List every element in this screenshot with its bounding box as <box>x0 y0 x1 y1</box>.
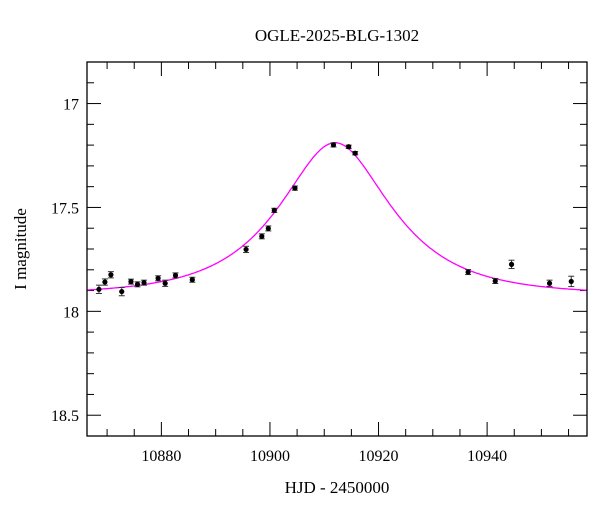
data-point <box>271 207 278 213</box>
data-point <box>508 259 515 270</box>
data-marker <box>162 280 168 286</box>
data-marker <box>102 279 108 285</box>
data-point <box>127 278 134 285</box>
data-point <box>155 275 162 282</box>
data-point <box>291 185 298 191</box>
data-marker <box>96 286 102 292</box>
y-tick-label: 17.5 <box>51 200 79 217</box>
data-marker <box>119 288 125 295</box>
data-marker <box>352 150 358 156</box>
y-axis-label: I magnitude <box>11 208 30 290</box>
data-point <box>265 225 272 232</box>
data-marker <box>265 225 271 232</box>
data-marker <box>346 144 352 150</box>
data-marker <box>568 278 574 285</box>
data-point <box>134 281 141 288</box>
data-marker <box>292 185 298 191</box>
data-point <box>352 150 359 156</box>
data-points <box>95 142 575 297</box>
y-tick-label: 18 <box>63 304 79 321</box>
chart-title: OGLE-2025-BLG-1302 <box>255 26 419 45</box>
data-marker <box>141 280 147 286</box>
data-marker <box>128 279 134 285</box>
data-marker <box>172 272 179 278</box>
data-marker <box>508 261 515 267</box>
data-marker <box>134 281 141 287</box>
data-marker <box>108 272 114 278</box>
x-tick-label: 10880 <box>141 448 181 465</box>
data-point <box>107 271 114 279</box>
data-marker <box>330 142 337 148</box>
data-point <box>546 279 553 287</box>
data-marker <box>546 280 553 286</box>
data-point <box>101 278 108 286</box>
data-point <box>330 142 337 148</box>
data-marker <box>465 269 471 275</box>
x-tick-label: 10900 <box>250 448 290 465</box>
data-point <box>258 233 265 240</box>
x-axis-label: HJD - 2450000 <box>285 478 390 497</box>
data-point <box>118 286 125 297</box>
data-marker <box>259 233 265 239</box>
data-point <box>492 278 499 284</box>
y-tick-label: 18.5 <box>51 408 79 425</box>
x-tick-label: 10920 <box>359 448 399 465</box>
data-point <box>465 269 472 276</box>
data-point <box>568 275 575 288</box>
data-marker <box>189 277 195 283</box>
data-point <box>95 284 102 294</box>
plot-frame <box>86 61 588 437</box>
x-tick-label: 10940 <box>467 448 507 465</box>
data-marker <box>243 246 249 253</box>
data-point <box>189 276 196 283</box>
data-marker <box>155 275 161 281</box>
data-point <box>345 144 352 150</box>
model-curve <box>87 142 587 291</box>
y-tick-label: 17 <box>63 97 79 114</box>
axis-ticks <box>87 61 587 437</box>
data-marker <box>271 207 277 213</box>
data-point <box>243 245 250 254</box>
data-point <box>172 272 179 279</box>
tick-labels: 10880 10900 10920 10940 17 17.5 18 18.5 <box>51 97 507 465</box>
data-point <box>141 279 148 286</box>
data-marker <box>492 278 498 284</box>
data-point <box>162 279 169 287</box>
